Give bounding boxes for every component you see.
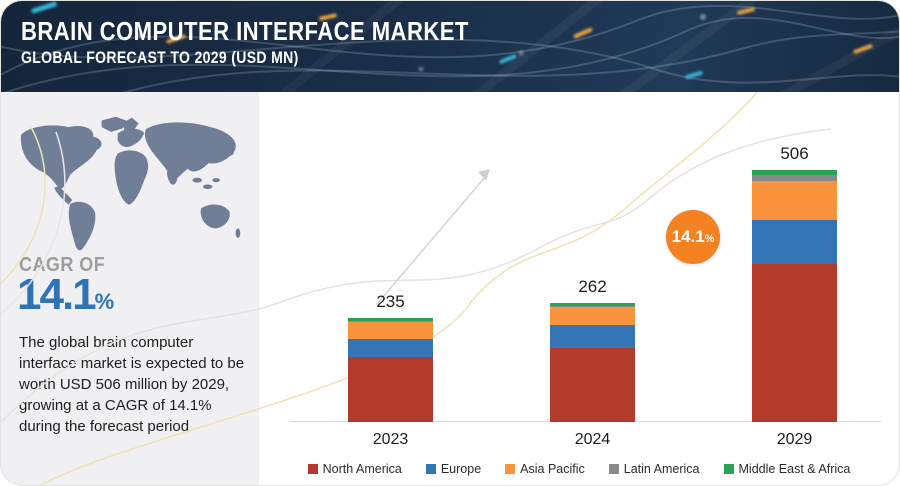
bar-total-2029: 506 [780,144,809,163]
legend-item-middle-east-africa: Middle East & Africa [723,462,851,476]
legend-item-europe: Europe [425,462,482,476]
legend-label-latin-america: Latin America [623,462,700,476]
page-subtitle: GLOBAL FORECAST TO 2029 (USD MN) [21,48,299,67]
bar-segment-latin-america-2024 [550,306,635,308]
bar-segment-europe-2023 [348,338,433,358]
bar-segment-north-america-2023 [348,357,433,422]
header: BRAIN COMPUTER INTERFACE MARKET GLOBAL F… [1,1,899,92]
bar-segment-europe-2024 [550,325,635,348]
axis-label-2024: 2024 [574,431,611,448]
legend-label-north-america: North America [322,462,402,476]
bar-total-2024: 262 [578,277,607,296]
page-title: BRAIN COMPUTER INTERFACE MARKET [21,16,469,46]
legend-item-north-america: North America [307,462,402,476]
bar-segment-asia-pacific-2029 [752,181,837,221]
legend-swatch-latin-america [608,464,619,474]
legend-label-europe: Europe [440,462,482,476]
bar-segment-middle-east-africa-2023 [348,318,433,321]
bar-segment-north-america-2024 [550,347,635,422]
chart-legend: North America Europe Asia Pacific Latin Ame… [259,462,899,476]
annotation-value: 14.1 [671,227,705,246]
legend-swatch-middle-east-africa [723,464,734,474]
legend-label-asia-pacific: Asia Pacific [520,462,585,476]
bar-segment-north-america-2029 [752,263,837,422]
network-decoration [1,1,899,92]
bar-segment-asia-pacific-2023 [348,321,433,339]
bar-segment-latin-america-2023 [348,320,433,322]
bar-segment-middle-east-africa-2024 [550,303,635,307]
legend-label-middle-east-africa: Middle East & Africa [738,462,851,476]
axis-label-2023: 2023 [372,431,409,448]
legend-swatch-asia-pacific [505,464,516,474]
annotation-unit: % [704,232,715,245]
cagr-annotation-badge: 14.1 % [666,210,720,264]
bar-segment-latin-america-2029 [752,174,837,182]
bar-segment-asia-pacific-2024 [550,307,635,326]
bar-total-2023: 235 [376,292,405,311]
bar-segment-middle-east-africa-2029 [752,170,837,175]
legend-item-latin-america: Latin America [608,462,700,476]
bar-segment-europe-2029 [752,220,837,264]
legend-swatch-north-america [307,464,318,474]
legend-item-asia-pacific: Asia Pacific [505,462,585,476]
axis-label-2029: 2029 [776,431,813,448]
legend-swatch-europe [425,464,436,474]
